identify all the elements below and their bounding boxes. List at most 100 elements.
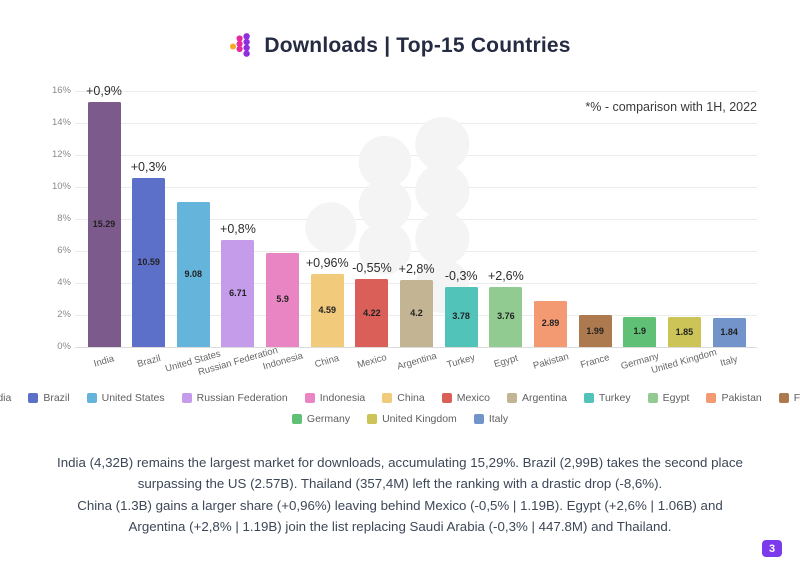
bar-mexico (355, 279, 389, 347)
bar-change-label: +0,96% (305, 255, 349, 270)
bar-united-kingdom (667, 317, 701, 347)
legend-item-argentina: Argentina (506, 392, 567, 404)
bar-egypt (489, 286, 523, 347)
y-axis-tick-label: 16% (51, 85, 71, 96)
bar-value-label: 2.89 (541, 318, 560, 329)
bar-value-label: 4.2 (410, 307, 423, 318)
legend-label: Russian Federation (196, 392, 288, 404)
bar-china (310, 273, 344, 347)
bar-value-label: 10.59 (137, 256, 160, 267)
bar-value-label: 9.08 (184, 268, 203, 279)
gridline-12 (75, 155, 757, 156)
legend-label: United Kingdom (382, 413, 457, 425)
page-title: Downloads | Top-15 Countries (264, 33, 571, 57)
bar-change-label: +0,9% (86, 84, 122, 99)
bar-pakistan (534, 300, 567, 347)
legend-label: Germany (306, 413, 351, 425)
legend-item-china: China (382, 392, 425, 404)
x-axis-label-pakistan: Pakistan (531, 351, 570, 372)
x-axis-label-brazil: Brazil (135, 352, 162, 371)
bar-change-label: +0,3% (130, 159, 167, 174)
legend-color-swatch (86, 393, 97, 403)
legend-label: India (0, 392, 12, 404)
legend-row-1: India Brazil United States Russian Federati… (0, 392, 800, 404)
bar-germany (623, 316, 657, 347)
bar-value-label: 3.76 (497, 311, 515, 322)
legend-item-pakistan: Pakistan (706, 392, 762, 404)
legend-color-swatch (778, 393, 789, 403)
y-axis-tick-label: 4% (57, 277, 71, 288)
bar-france (578, 315, 612, 347)
legend-color-swatch (441, 393, 452, 403)
bar-turkey (444, 286, 478, 347)
y-axis-tick-label: 14% (51, 117, 71, 128)
x-axis-label-united-kingdom: United Kingdom (650, 346, 719, 377)
legend-item-united-kingdom: United Kingdom (367, 413, 457, 425)
downloads-bar-chart: 0% 2% 4% 6% 8% 10% 12% 14% 16% 15.29 +0,9% India 10.… (45, 84, 760, 385)
bar-indonesia (266, 252, 300, 347)
y-axis-tick-label: 2% (57, 309, 71, 320)
legend-label: Turkey (598, 392, 631, 404)
legend-label: Italy (488, 413, 509, 425)
summary-paragraph-2: China (1.3B) gains a larger share (+0,96… (77, 498, 723, 534)
legend-row-2: Germany United Kingdom Italy (0, 413, 800, 425)
legend-item-russian-federation: Russian Federation (181, 392, 288, 404)
x-axis-label-mexico: Mexico (355, 352, 388, 371)
bar-change-label: +2,8% (398, 261, 435, 276)
legend-color-swatch (647, 393, 658, 403)
x-axis-label-france: France (579, 352, 611, 371)
legend-color-swatch (367, 414, 378, 424)
appmagic-logo-icon (230, 33, 251, 57)
legend-color-swatch (473, 414, 484, 424)
bar-change-label: +0,8% (220, 221, 256, 236)
legend-item-turkey: Turkey (583, 392, 631, 404)
y-axis-tick-label: 12% (51, 149, 71, 160)
comparison-footnote: *% - comparison with 1H, 2022 (585, 100, 757, 114)
bar-value-label: 4.22 (363, 307, 381, 318)
legend-item-united-states: United States (86, 392, 165, 404)
bar-italy (712, 317, 746, 347)
gridline-14 (75, 123, 757, 124)
gridline-6 (75, 251, 757, 252)
bar-value-label: 3.78 (452, 311, 470, 322)
y-axis-tick-label: 0% (57, 341, 71, 352)
bar-value-label: 1.85 (675, 326, 694, 337)
y-axis-tick-label: 8% (57, 213, 71, 224)
gridline-16 (75, 91, 757, 92)
legend-item-indonesia: Indonesia (304, 392, 365, 404)
legend-color-swatch (181, 393, 192, 403)
legend-item-mexico: Mexico (441, 392, 490, 404)
legend-item-france: France (778, 392, 800, 404)
legend-color-swatch (304, 393, 315, 403)
summary-paragraph-1: India (4,32B) remains the largest market… (57, 455, 743, 491)
legend-color-swatch (28, 393, 39, 403)
legend-item-india: India (0, 392, 11, 404)
legend-label: United States (101, 392, 165, 404)
legend-label: Brazil (43, 392, 70, 404)
page-number-badge: 3 (762, 540, 782, 557)
bar-united-states (176, 201, 210, 347)
x-axis-label-china: China (313, 352, 341, 371)
gridline-8 (75, 219, 757, 220)
bar-value-label: 6.71 (229, 287, 247, 298)
legend-color-swatch (506, 393, 517, 403)
bar-change-label: +2,6% (487, 268, 524, 283)
bar-value-label: 1.99 (586, 325, 604, 336)
gridline-0 (75, 347, 757, 348)
x-axis-label-italy: Italy (719, 353, 739, 370)
bar-value-label: 1.9 (633, 326, 647, 337)
x-axis-label-egypt: Egypt (492, 352, 520, 371)
x-axis-label-argentina: Argentina (395, 350, 438, 373)
bar-value-label: 5.9 (276, 294, 289, 305)
bar-change-label: -0,55% (352, 261, 392, 276)
legend-label: France (793, 392, 800, 404)
legend-item-egypt: Egypt (647, 392, 689, 404)
legend-label: Mexico (456, 392, 490, 404)
bar-brazil (132, 177, 166, 347)
bar-india (87, 102, 121, 347)
chart-legend: India Brazil United States Russian Federati… (0, 392, 800, 434)
y-axis-tick-label: 6% (57, 245, 71, 256)
legend-color-swatch (583, 393, 594, 403)
y-axis-tick-label: 10% (51, 181, 71, 192)
legend-item-brazil: Brazil (28, 392, 70, 404)
